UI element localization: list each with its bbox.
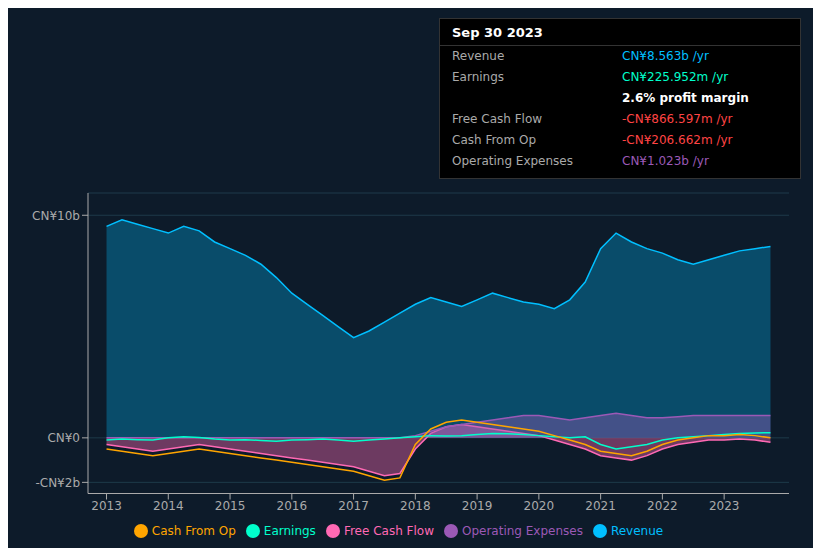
html-text:-CN¥206.662m /yr: -CN¥206.662m /yr <box>622 133 733 147</box>
html-text:Revenue: Revenue <box>452 49 505 63</box>
html-text:CN¥1.023b /yr: CN¥1.023b /yr <box>622 154 709 168</box>
svg-text:2013: 2013 <box>91 499 122 513</box>
svg-text:2019: 2019 <box>462 499 493 513</box>
html-text:Operating Expenses: Operating Expenses <box>452 154 573 168</box>
svg-text:2015: 2015 <box>215 499 246 513</box>
svg-text:2023: 2023 <box>709 499 740 513</box>
html-text:Operating Expenses: Operating Expenses <box>462 523 583 538</box>
html-text:CN¥8.563b /yr: CN¥8.563b /yr <box>622 49 709 63</box>
html-text:-CN¥866.597m /yr: -CN¥866.597m /yr <box>622 112 733 126</box>
svg-text:2022: 2022 <box>647 499 678 513</box>
html-text:Revenue: Revenue <box>610 523 664 538</box>
svg-text:2016: 2016 <box>277 499 308 513</box>
svg-text:-CN¥2b: -CN¥2b <box>35 476 80 490</box>
html-text:Cash From Op: Cash From Op <box>452 133 536 147</box>
svg-text:2018: 2018 <box>400 499 431 513</box>
svg-text:2021: 2021 <box>585 499 616 513</box>
html-text:Sep 30 2023: Sep 30 2023 <box>452 25 543 40</box>
html-text:Cash From Op: Cash From Op <box>151 523 236 538</box>
html-text:Free Cash Flow: Free Cash Flow <box>343 523 434 538</box>
html-text:2.6% profit margin: 2.6% profit margin <box>622 91 749 105</box>
html-text:Earnings: Earnings <box>452 70 505 84</box>
html-text:Earnings: Earnings <box>263 523 316 538</box>
html-text:CN¥225.952m /yr: CN¥225.952m /yr <box>622 70 729 84</box>
svg-text:2014: 2014 <box>153 499 184 513</box>
svg-text:2017: 2017 <box>338 499 369 513</box>
svg-text:CN¥10b: CN¥10b <box>32 209 80 223</box>
html-text:Free Cash Flow: Free Cash Flow <box>452 112 543 126</box>
svg-text:CN¥0: CN¥0 <box>47 431 80 445</box>
svg-text:2020: 2020 <box>524 499 555 513</box>
